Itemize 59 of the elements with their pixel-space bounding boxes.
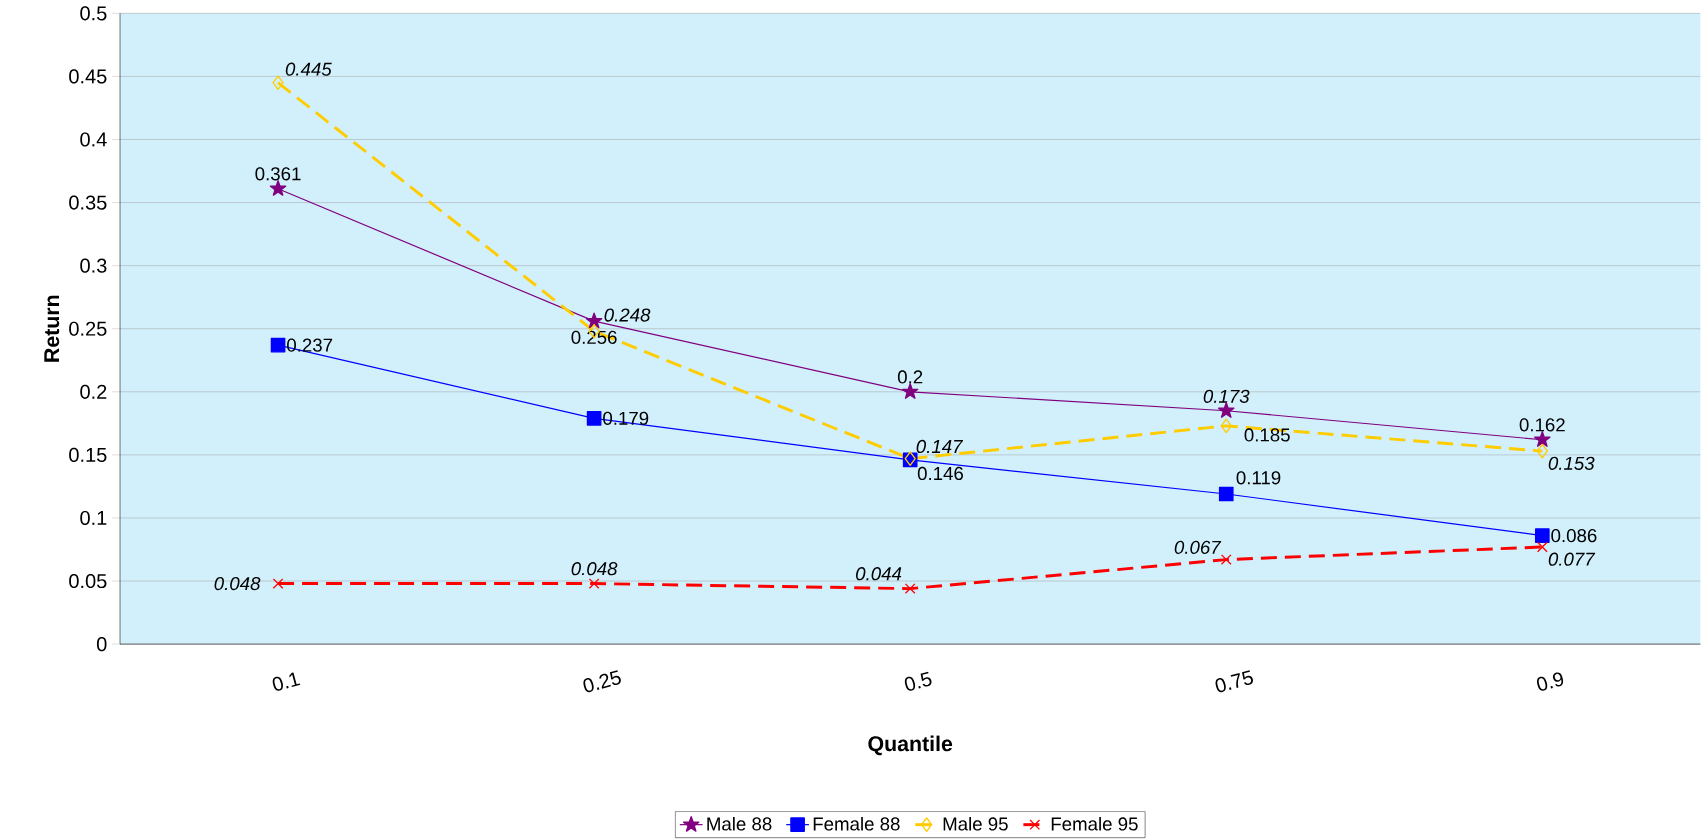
point: [1218, 486, 1234, 502]
point: [1220, 554, 1232, 566]
legend-label: Male 95: [943, 816, 1008, 831]
data-label: 0.361: [255, 167, 301, 181]
y-tick-label: 0.1: [80, 510, 107, 526]
data-label: 0.173: [1203, 389, 1250, 404]
data-label: 0.248: [604, 308, 651, 322]
x-tick-label: 0.5: [904, 671, 932, 691]
legend-label: Male 88: [707, 816, 772, 831]
data-label: 0.237: [287, 338, 333, 352]
data-label: 0.179: [603, 411, 649, 425]
point: [1534, 528, 1550, 544]
x-axis-title: Quantile: [868, 735, 953, 756]
y-tick-label: 0.35: [69, 195, 107, 210]
y-tick-label: 0.4: [80, 132, 107, 147]
data-label: 0.185: [1244, 428, 1290, 442]
data-label: 0.044: [856, 567, 902, 581]
y-axis-title: Return: [44, 295, 60, 362]
data-label: 0.445: [285, 62, 332, 76]
point: [1217, 402, 1235, 418]
point: [1536, 541, 1548, 553]
point: [270, 337, 286, 353]
y-tick-label: 0.5: [80, 6, 107, 21]
point: [269, 180, 287, 196]
legend-label: Female 95: [1051, 816, 1138, 831]
point: [588, 578, 600, 590]
point: [586, 411, 602, 426]
point: [272, 578, 284, 590]
data-label: 0.146: [917, 466, 964, 481]
y-tick-label: 0.3: [80, 258, 107, 273]
data-label: 0.162: [1519, 418, 1565, 432]
legend-label: Female 88: [813, 816, 900, 831]
point: [904, 583, 916, 595]
y-tick-label: 0.2: [80, 384, 107, 399]
data-label: 0.077: [1548, 552, 1596, 566]
y-tick-label: 0.25: [69, 321, 107, 336]
data-label: 0.119: [1236, 471, 1281, 485]
point: [585, 312, 603, 329]
x-tick-label: 0.9: [1537, 672, 1564, 691]
data-label: 0.048: [571, 562, 618, 576]
y-tick-label: 0.15: [69, 447, 107, 463]
data-label: 0.067: [1174, 540, 1222, 555]
data-label: 0.086: [1551, 529, 1597, 543]
y-tick-label: 0: [96, 637, 107, 652]
point: [1220, 418, 1232, 434]
point: [1534, 431, 1551, 447]
y-tick-label: 0.05: [69, 574, 107, 589]
point: [901, 383, 919, 400]
data-label: 0.153: [1548, 456, 1595, 470]
data-label: 0.048: [214, 577, 261, 591]
x-tick-label: 0.1: [272, 672, 301, 691]
data-label: 0.147: [916, 439, 964, 454]
point: [272, 75, 284, 91]
y-tick-label: 0.45: [69, 69, 107, 84]
x-tick-label: 0.75: [1215, 670, 1253, 693]
x-tick-label: 0.25: [583, 670, 621, 693]
point: [1536, 443, 1548, 459]
data-label: 0.2: [897, 370, 923, 384]
data-label: 0.256: [571, 330, 617, 345]
